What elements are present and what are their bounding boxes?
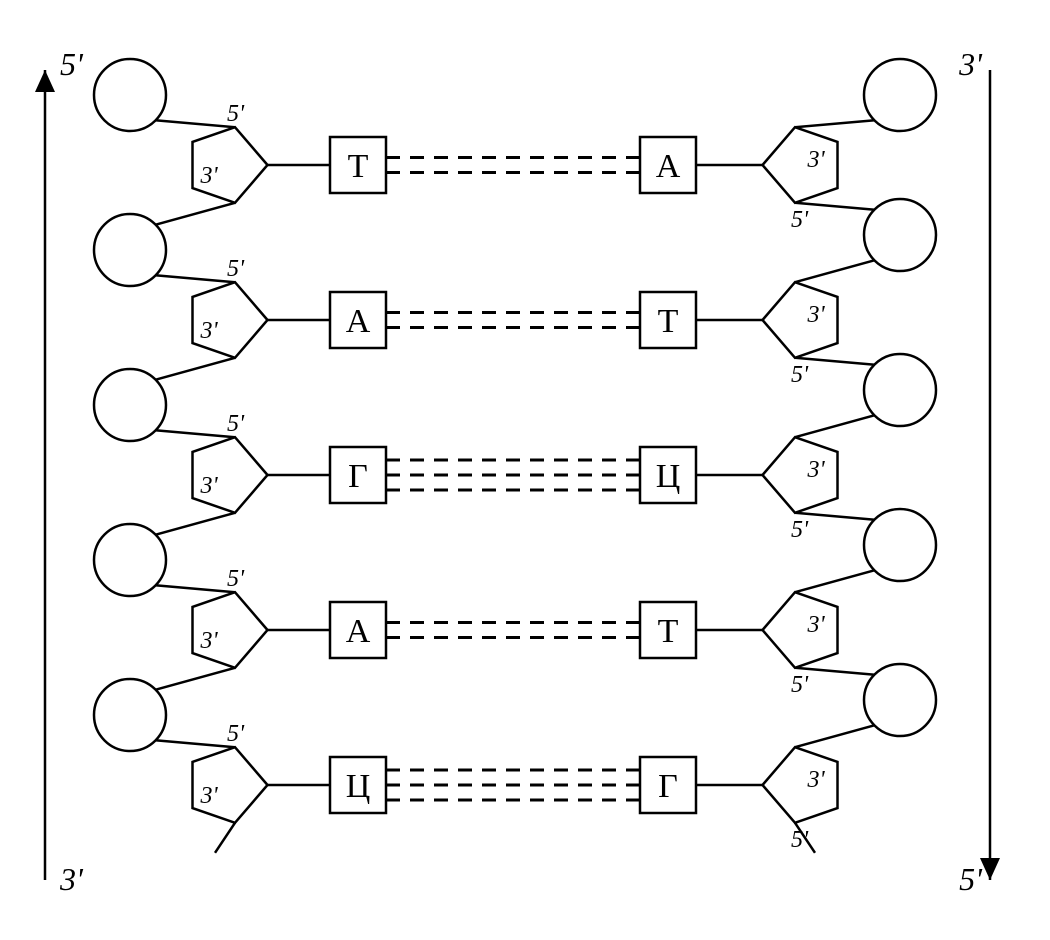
carbon-label: 5' [227,411,245,437]
base-label-L4: Ц [346,768,371,805]
base-label-R2: Ц [656,458,681,495]
carbon-label: 5' [227,101,245,127]
carbon-label: 5' [227,721,245,747]
base-label-L1: А [346,303,371,340]
carbon-label: 5' [791,362,809,388]
base-label-L0: Т [348,148,369,185]
base-label-L2: Г [348,458,368,495]
base-label-R3: Т [658,613,679,650]
left-end-top-label: 5' [60,46,84,82]
right-end-bottom-label: 5' [959,861,983,897]
carbon-label: 3' [200,473,219,499]
base-label-R1: Т [658,303,679,340]
carbon-label: 5' [227,256,245,282]
carbon-label: 5' [791,827,809,853]
dna-diagram: 5' 3' 3' 5' Т 5' 3' А 3' 5' А 5' 3' Т 3' 5' Г 5' 3' Ц 3' 5' А 5… [0,0,1050,940]
carbon-label: 5' [791,672,809,698]
carbon-label: 3' [807,302,826,328]
carbon-label: 3' [200,783,219,809]
carbon-label: 3' [200,628,219,654]
carbon-label: 5' [791,517,809,543]
right-end-top-label: 3' [958,46,983,82]
carbon-label: 3' [807,147,826,173]
base-label-R0: А [656,148,681,185]
carbon-label: 5' [227,566,245,592]
carbon-label: 3' [200,318,219,344]
carbon-label: 3' [200,163,219,189]
carbon-label: 5' [791,207,809,233]
carbon-label: 3' [807,457,826,483]
left-end-bottom-label: 3' [59,861,84,897]
base-label-L3: А [346,613,371,650]
base-label-R4: Г [658,768,678,805]
carbon-label: 3' [807,612,826,638]
carbon-label: 3' [807,767,826,793]
